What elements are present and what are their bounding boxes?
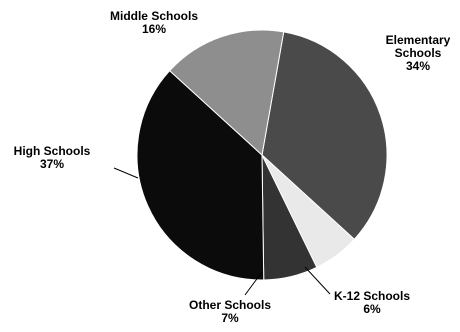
slice-name-label: Elementary: [386, 33, 451, 47]
slice-value-label: 34%: [406, 59, 430, 73]
slice-name-label: K-12 Schools: [334, 289, 410, 303]
slice-value-label: 6%: [363, 302, 381, 316]
leader-line: [304, 266, 331, 295]
slice-name-label: High Schools: [14, 144, 91, 158]
leader-line: [244, 271, 263, 296]
slice-value-label: 16%: [142, 22, 166, 36]
slice-name-label: Middle Schools: [110, 9, 198, 23]
slice-value-label: 37%: [40, 157, 64, 171]
pie-slice-elementary-schools: [261, 31, 388, 240]
slice-value-label: 7%: [221, 311, 239, 325]
leader-lines: [113, 167, 331, 296]
slice-name-label: Other Schools: [189, 298, 271, 312]
pie-slice-middle-schools: [168, 29, 285, 156]
slice-name-label: Schools: [395, 46, 442, 60]
pie-slices: [136, 29, 388, 281]
pie-slice-high-schools: [136, 70, 265, 281]
leader-line: [113, 167, 139, 179]
